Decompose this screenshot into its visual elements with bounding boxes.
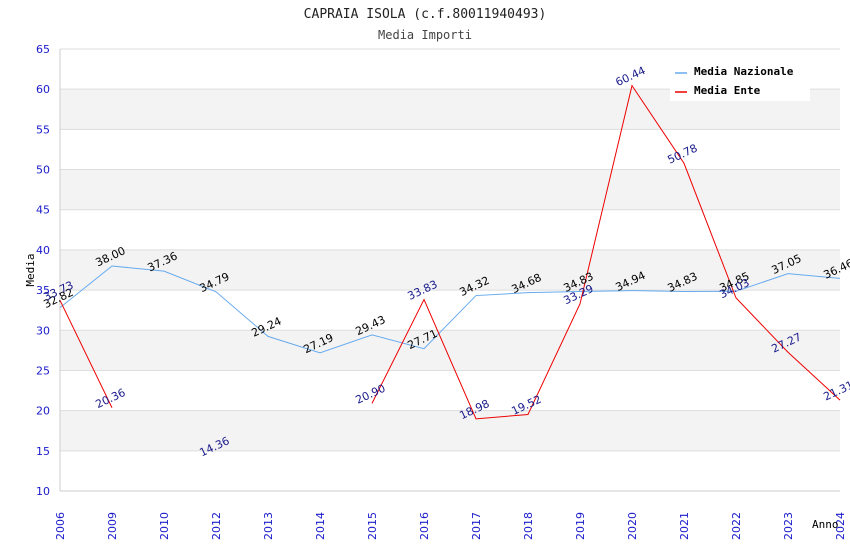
series-line (59, 300, 113, 408)
grid-bands (60, 89, 840, 451)
x-tick-label: 2017 (470, 512, 483, 540)
x-tick-label: 2019 (574, 512, 587, 540)
x-tick-label: 2022 (730, 512, 743, 540)
x-tick-label: 2012 (210, 512, 223, 540)
grid-band (60, 249, 840, 291)
x-tick-label: 2013 (262, 512, 275, 540)
legend: Media Nazionale Media Ente (670, 59, 810, 101)
grid-band (60, 330, 840, 371)
x-tick-label: 2020 (626, 512, 639, 540)
x-tick-label: 2006 (54, 512, 67, 540)
x-tick-label: 2009 (106, 512, 119, 540)
x-tick-label: 2024 (834, 512, 847, 540)
series-line (59, 265, 841, 354)
y-tick-label: 15 (36, 445, 50, 458)
x-tick-label: 2016 (418, 512, 431, 540)
y-axis-label: Media (24, 253, 37, 286)
x-tick-label: 2018 (522, 512, 535, 540)
y-tick-label: 10 (36, 485, 50, 498)
x-tick-labels: 2006 2009 2010 2012 2013 2014 2015 2016 2017 2018… (54, 512, 847, 540)
y-tick-label: 40 (36, 244, 50, 257)
y-tick-label: 65 (36, 43, 50, 56)
data-label: 21.31 (821, 378, 850, 403)
legend-label-media-nazionale: Media Nazionale (694, 65, 794, 78)
y-tick-label: 60 (36, 83, 50, 96)
y-tick-labels: 10 15 20 25 30 35 40 45 50 55 60 65 (36, 43, 50, 498)
grid-band (60, 169, 840, 210)
grid-lines (60, 48, 840, 492)
y-tick-label: 20 (36, 405, 50, 418)
x-tick-label: 2021 (678, 512, 691, 540)
y-tick-label: 25 (36, 364, 50, 377)
chart-title: CAPRAIA ISOLA (c.f.80011940493) (304, 7, 547, 22)
x-tick-label: 2023 (782, 512, 795, 540)
data-label: 20.90 (353, 382, 387, 407)
series-line (371, 84, 841, 420)
legend-label-media-ente: Media Ente (694, 84, 761, 97)
x-tick-label: 2010 (158, 512, 171, 540)
legend-box (670, 59, 810, 101)
x-axis-label: Anno (812, 518, 839, 531)
y-tick-label: 55 (36, 123, 50, 136)
y-tick-label: 45 (36, 204, 50, 217)
y-tick-label: 50 (36, 164, 50, 177)
grid-band (60, 410, 840, 451)
chart-subtitle: Media Importi (378, 28, 472, 42)
x-tick-label: 2014 (314, 512, 327, 540)
y-tick-label: 35 (36, 284, 50, 297)
series-lines (59, 84, 841, 420)
x-tick-label: 2015 (366, 512, 379, 540)
data-label: 20.36 (93, 386, 127, 411)
data-label: 60.44 (613, 64, 647, 89)
data-label: 50.78 (665, 142, 699, 167)
y-tick-label: 30 (36, 324, 50, 337)
